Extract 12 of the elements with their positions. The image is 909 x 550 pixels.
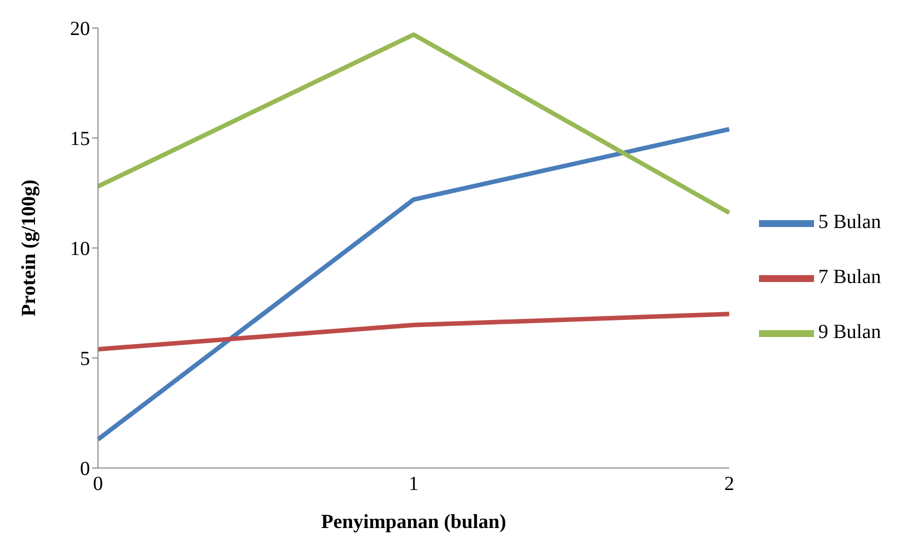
legend-label: 5 Bulan (818, 210, 881, 233)
y-axis-title: Protein (g/100g) (18, 180, 40, 316)
y-tick-label: 0 (80, 458, 90, 480)
x-tick-label: 2 (724, 473, 734, 496)
legend-label: 9 Bulan (818, 320, 881, 343)
y-tick-label: 5 (80, 348, 90, 370)
x-tick-label: 1 (408, 473, 419, 496)
x-axis-title: Penyimpanan (bulan) (321, 511, 506, 533)
y-tick-label: 15 (70, 128, 90, 150)
y-tick-label: 20 (70, 18, 90, 40)
legend-label: 7 Bulan (818, 266, 881, 288)
y-tick-label: 10 (70, 238, 90, 260)
